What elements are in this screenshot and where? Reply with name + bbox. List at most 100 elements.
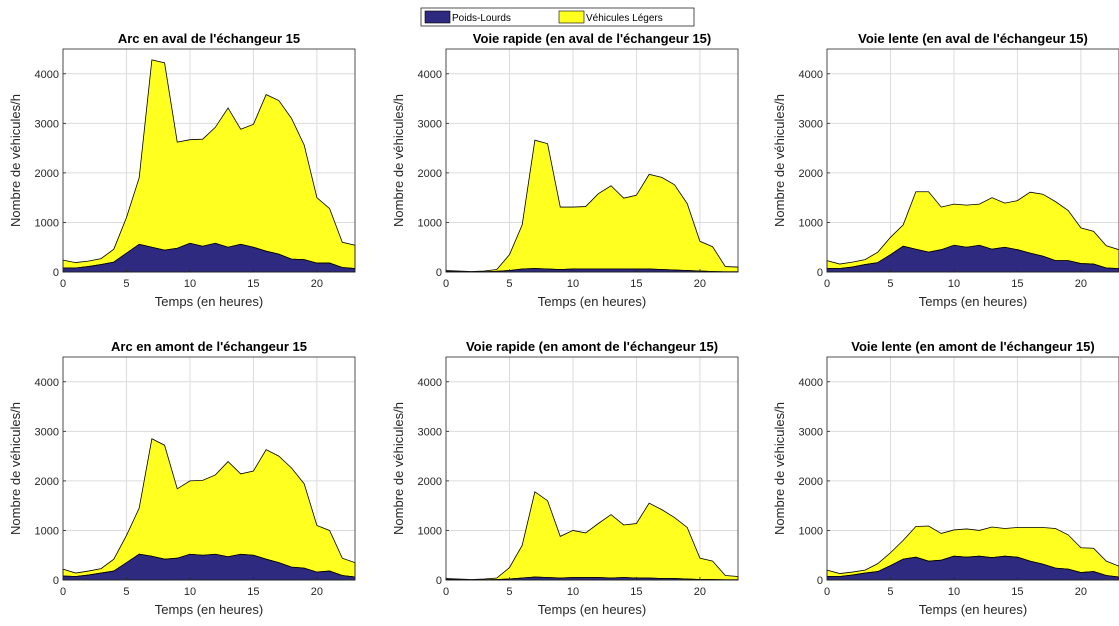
- y-tick-label: 1000: [799, 525, 823, 537]
- y-tick-label: 4000: [35, 69, 59, 81]
- y-tick-label: 1000: [799, 217, 823, 229]
- y-tick-label: 3000: [35, 118, 59, 130]
- x-tick-label: 15: [630, 278, 642, 290]
- y-tick-label: 3000: [799, 118, 823, 130]
- x-tick-label: 10: [567, 586, 579, 598]
- area-poids-lourds: [62, 242, 356, 273]
- x-tick-label: 10: [948, 586, 960, 598]
- area-poids-lourds: [826, 244, 1119, 273]
- y-axis-label: Nombre de véhicules/h: [772, 94, 787, 227]
- x-tick-label: 20: [1075, 278, 1087, 290]
- chart-title: Arc en aval de l'échangeur 15: [118, 31, 300, 46]
- x-tick-label: 10: [184, 586, 196, 598]
- area-poids-lourds: [62, 553, 356, 581]
- x-tick-label: 15: [630, 586, 642, 598]
- chart-lente-amont: 0 5 10 15 20 0 1000 2000 3000 4000 Voie lente (en …: [772, 339, 1119, 617]
- x-tick-label: 10: [948, 278, 960, 290]
- y-axis-label: Nombre de véhicules/h: [8, 402, 23, 535]
- area-poids-lourds: [445, 268, 739, 273]
- x-tick-label: 15: [1011, 278, 1023, 290]
- x-axis-label: Temps (en heures): [155, 602, 263, 617]
- x-tick-label: 10: [567, 278, 579, 290]
- x-tick-label: 20: [694, 278, 706, 290]
- x-tick-label: 20: [694, 586, 706, 598]
- x-tick-label: 0: [824, 278, 830, 290]
- y-tick-label: 0: [53, 267, 59, 279]
- chart-arc-aval: 0 5 10 15 20 0 1000 2000 3000 4000 Arc en aval de …: [8, 31, 356, 309]
- y-tick-label: 4000: [799, 377, 823, 389]
- chart-title: Voie rapide (en amont de l'échangeur 15): [466, 339, 718, 354]
- y-tick-label: 2000: [418, 476, 442, 488]
- x-tick-label: 20: [1075, 586, 1087, 598]
- chart-title: Voie lente (en aval de l'échangeur 15): [858, 31, 1088, 46]
- y-axis-label: Nombre de véhicules/h: [8, 94, 23, 227]
- y-tick-label: 3000: [799, 426, 823, 438]
- y-tick-label: 0: [436, 575, 442, 587]
- x-tick-label: 5: [887, 278, 893, 290]
- y-axis-label: Nombre de véhicules/h: [391, 94, 406, 227]
- legend-box: [420, 7, 695, 27]
- x-axis-label: Temps (en heures): [538, 294, 646, 309]
- y-tick-label: 0: [817, 267, 823, 279]
- y-tick-label: 3000: [418, 118, 442, 130]
- x-tick-label: 0: [824, 586, 830, 598]
- x-axis-label: Temps (en heures): [155, 294, 263, 309]
- x-tick-label: 15: [247, 278, 259, 290]
- y-tick-label: 0: [53, 575, 59, 587]
- y-axis-label: Nombre de véhicules/h: [391, 402, 406, 535]
- x-tick-label: 20: [311, 278, 323, 290]
- x-tick-label: 0: [60, 586, 66, 598]
- y-tick-label: 4000: [799, 69, 823, 81]
- chart-lente-aval: 0 5 10 15 20 0 1000 2000 3000 4000 Voie lente (en …: [772, 31, 1119, 309]
- y-axis-label: Nombre de véhicules/h: [772, 402, 787, 535]
- legend: Poids-Lourds Véhicules Légers: [420, 7, 695, 27]
- axes-box: [826, 48, 1119, 273]
- x-tick-label: 5: [506, 586, 512, 598]
- y-tick-label: 0: [817, 575, 823, 587]
- y-tick-label: 1000: [418, 525, 442, 537]
- chart-title: Voie lente (en amont de l'échangeur 15): [851, 339, 1094, 354]
- legend-item-vehicules-legers: Véhicules Légers: [558, 10, 663, 24]
- y-tick-label: 3000: [418, 426, 442, 438]
- y-tick-label: 2000: [35, 476, 59, 488]
- x-tick-label: 5: [123, 586, 129, 598]
- y-tick-label: 3000: [35, 426, 59, 438]
- x-tick-label: 5: [887, 586, 893, 598]
- y-tick-label: 2000: [418, 168, 442, 180]
- x-tick-label: 5: [506, 278, 512, 290]
- y-tick-label: 2000: [35, 168, 59, 180]
- y-tick-label: 4000: [418, 69, 442, 81]
- x-axis-label: Temps (en heures): [919, 294, 1027, 309]
- legend-label: Véhicules Légers: [586, 13, 663, 24]
- x-tick-label: 15: [1011, 586, 1023, 598]
- axes-box: [62, 356, 356, 581]
- area-poids-lourds: [826, 555, 1119, 581]
- x-tick-label: 0: [443, 586, 449, 598]
- legend-swatch: [424, 10, 451, 24]
- x-axis-label: Temps (en heures): [538, 602, 646, 617]
- x-tick-label: 0: [60, 278, 66, 290]
- axes-box: [445, 48, 739, 273]
- y-tick-label: 1000: [35, 217, 59, 229]
- y-tick-label: 2000: [799, 476, 823, 488]
- chart-title: Voie rapide (en aval de l'échangeur 15): [473, 31, 711, 46]
- chart-rapide-amont: 0 5 10 15 20 0 1000 2000 3000 4000 Voie rapide (en…: [391, 339, 739, 617]
- x-tick-label: 20: [311, 586, 323, 598]
- chart-rapide-aval: 0 5 10 15 20 0 1000 2000 3000 4000 Voie rapide (en…: [391, 31, 739, 309]
- chart-title: Arc en amont de l'échangeur 15: [111, 339, 307, 354]
- axes-box: [445, 356, 739, 581]
- x-tick-label: 0: [443, 278, 449, 290]
- legend-swatch: [558, 10, 585, 24]
- y-tick-label: 4000: [418, 377, 442, 389]
- legend-item-poids-lourds: Poids-Lourds: [424, 10, 511, 24]
- x-tick-label: 10: [184, 278, 196, 290]
- x-axis-label: Temps (en heures): [919, 602, 1027, 617]
- x-tick-label: 15: [247, 586, 259, 598]
- axes-box: [62, 48, 356, 273]
- axes-box: [826, 356, 1119, 581]
- legend-label: Poids-Lourds: [452, 13, 511, 24]
- chart-arc-amont: 0 5 10 15 20 0 1000 2000 3000 4000 Arc en amont de…: [8, 339, 356, 617]
- y-tick-label: 4000: [35, 377, 59, 389]
